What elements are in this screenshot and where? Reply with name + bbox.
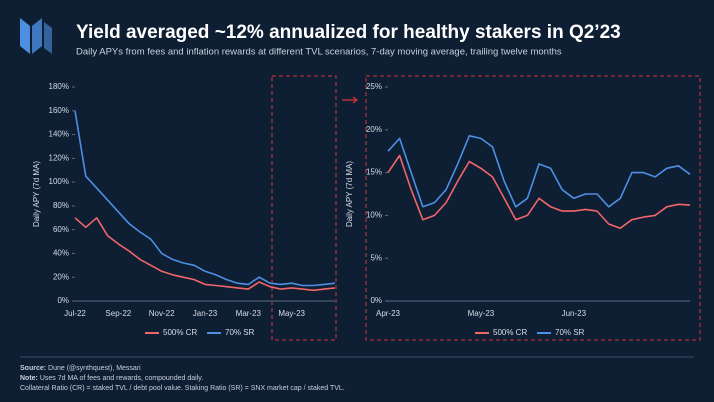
x-tick-label: May-23 — [468, 309, 495, 318]
legend-label: 500% CR — [493, 328, 527, 337]
x-tick-label: Apr-23 — [376, 309, 401, 318]
y-tick-label: 120% — [49, 153, 69, 162]
title: Yield averaged ~12% annualized for healt… — [76, 22, 621, 43]
note: Note: Uses 7d MA of fees and rewards, co… — [20, 375, 203, 382]
y-tick-label: 20% — [53, 272, 69, 281]
x-tick-label: Mar-23 — [236, 309, 262, 318]
y-tick-label: 0% — [370, 296, 382, 305]
x-tick-label: Sep-22 — [105, 309, 131, 318]
series-line — [74, 110, 336, 287]
subtitle: Daily APYs from fees and inflation rewar… — [76, 47, 562, 58]
y-tick-label: 0% — [57, 296, 69, 305]
y-tick-label: 40% — [53, 249, 69, 258]
x-tick-label: Jan-23 — [193, 309, 218, 318]
x-tick-label: Jul-22 — [64, 309, 86, 318]
legend-label: 70% SR — [225, 328, 255, 337]
y-tick-label: 15% — [366, 168, 382, 177]
series-line — [387, 135, 691, 208]
y-tick-label: 10% — [366, 211, 382, 220]
zoom-box — [365, 75, 701, 341]
y-tick-label: 80% — [53, 201, 69, 210]
source: Source: Dune (@synthquest), Messari — [20, 365, 141, 372]
y-tick-label: 20% — [366, 125, 382, 134]
legend-label: 70% SR — [555, 328, 585, 337]
y-tick-label: 160% — [49, 106, 69, 115]
highlight-box — [271, 75, 337, 341]
y-tick-label: 60% — [53, 225, 69, 234]
x-tick-label: Nov-22 — [149, 309, 175, 318]
y-tick-label: 180% — [49, 82, 69, 91]
series-line — [74, 217, 336, 292]
arrow — [342, 96, 358, 104]
y-axis-label: Daily APY (7d MA) — [345, 161, 354, 227]
note2: Collateral Ratio (CR) = staked TVL / deb… — [20, 385, 345, 392]
x-tick-label: May-23 — [278, 309, 305, 318]
logo — [20, 18, 52, 54]
y-tick-label: 5% — [370, 253, 382, 262]
y-tick-label: 100% — [49, 177, 69, 186]
y-axis-label: Daily APY (7d MA) — [32, 161, 41, 227]
x-tick-label: Jun-23 — [562, 309, 587, 318]
y-tick-label: 140% — [49, 130, 69, 139]
series-line — [387, 154, 691, 229]
y-tick-label: 25% — [366, 82, 382, 91]
legend-label: 500% CR — [163, 328, 197, 337]
